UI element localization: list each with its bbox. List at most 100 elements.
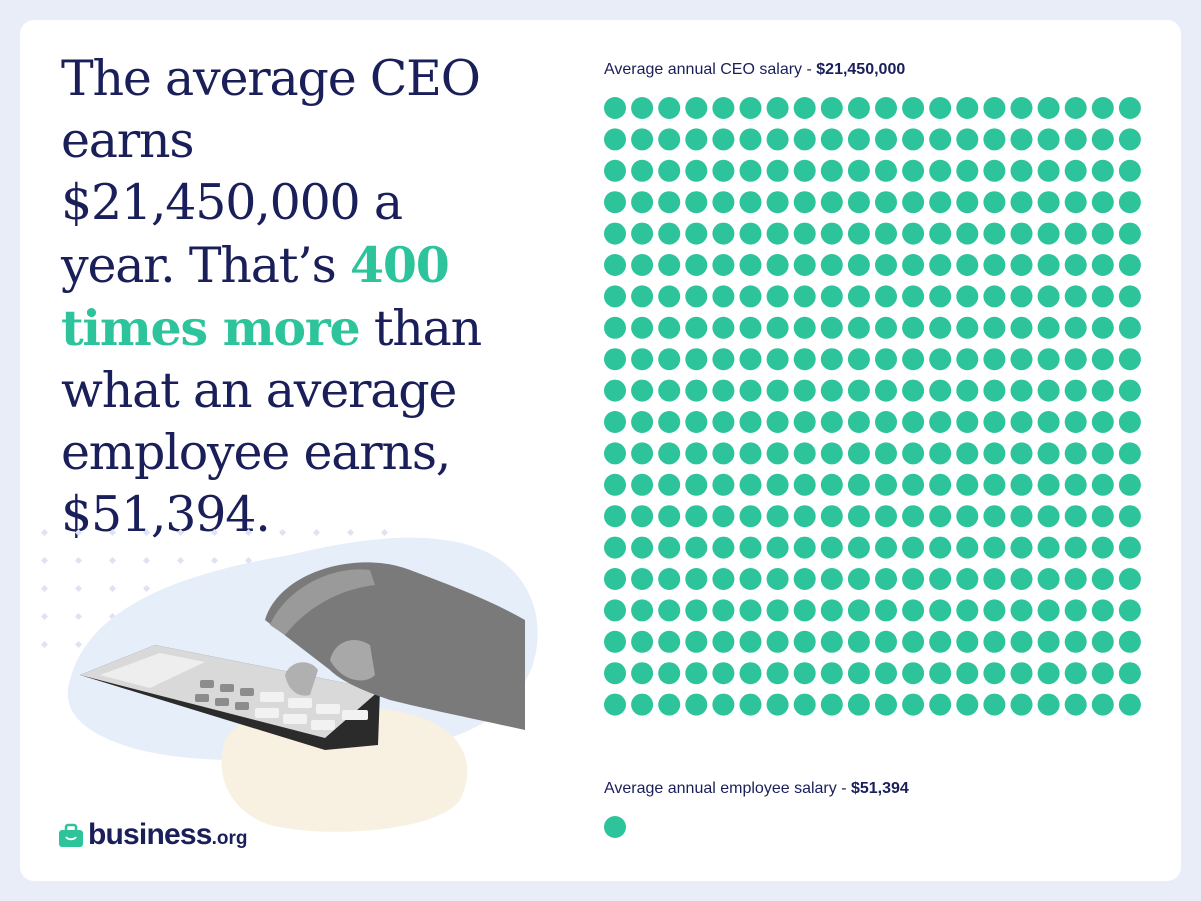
ceo-salary-dot — [712, 411, 735, 433]
ceo-salary-dot — [793, 442, 816, 465]
ceo-salary-dot — [712, 128, 735, 151]
ceo-salary-dot — [847, 599, 870, 622]
ceo-salary-dot — [1118, 222, 1141, 245]
ceo-salary-dot — [847, 473, 870, 496]
cream-blob — [221, 706, 468, 832]
ceo-salary-dot — [1091, 222, 1114, 245]
pattern-dot — [210, 528, 219, 537]
ceo-salary-dot — [983, 379, 1006, 402]
ceo-salary-dot — [983, 505, 1006, 528]
ceo-salary-dot — [631, 254, 654, 276]
ceo-salary-dot — [685, 128, 708, 151]
ceo-salary-dot — [820, 254, 843, 276]
ceo-salary-dot — [685, 316, 708, 339]
ceo-salary-dot — [739, 505, 762, 528]
ceo-salary-dot — [1118, 254, 1141, 276]
ceo-salary-dot — [658, 442, 681, 465]
ceo-salary-dot — [902, 568, 925, 590]
ceo-salary-dot — [956, 662, 979, 685]
ceo-salary-dot — [1037, 285, 1060, 308]
ceo-salary-dot — [875, 442, 897, 465]
employee-salary-dot — [604, 816, 626, 838]
ceo-salary-dot — [1118, 473, 1141, 496]
ceo-salary-dot — [1091, 159, 1114, 182]
ceo-salary-dot — [820, 662, 843, 685]
ceo-salary-dot — [1010, 662, 1033, 685]
ceo-salary-dot — [604, 379, 626, 402]
headline-highlight: 400 times more — [61, 236, 450, 357]
ceo-salary-dot — [1037, 159, 1060, 182]
ceo-salary-dot — [1064, 222, 1087, 245]
ceo-salary-dot — [793, 662, 816, 685]
ceo-salary-dot — [1037, 473, 1060, 496]
ceo-salary-dot — [1037, 222, 1060, 245]
ceo-salary-dot — [1064, 630, 1087, 653]
ceo-salary-dot — [1118, 379, 1141, 402]
ceo-salary-dot — [766, 97, 789, 119]
employee-salary-value: $51,394 — [850, 780, 909, 797]
pattern-dot — [176, 556, 185, 565]
ceo-salary-dot — [685, 254, 708, 276]
ceo-salary-dot — [1064, 473, 1087, 496]
ceo-salary-dot — [847, 536, 870, 559]
pattern-dot — [40, 528, 49, 537]
ceo-salary-dot — [1064, 411, 1087, 433]
ceo-salary-dot — [875, 159, 897, 182]
hand-icon — [265, 562, 525, 730]
ceo-salary-dot — [658, 222, 681, 245]
ceo-salary-dot — [902, 222, 925, 245]
ceo-salary-dot — [631, 97, 654, 119]
pattern-dot — [74, 612, 83, 621]
ceo-salary-dot — [1010, 316, 1033, 339]
ceo-dot-grid — [604, 97, 1141, 716]
ceo-salary-dot — [712, 599, 735, 622]
ceo-salary-dot — [604, 348, 626, 371]
ceo-salary-dot — [793, 536, 816, 559]
ceo-salary-dot — [658, 254, 681, 276]
pattern-dot — [380, 528, 389, 537]
ceo-salary-dot — [875, 97, 897, 119]
ceo-salary-dot — [902, 662, 925, 685]
ceo-salary-dot — [739, 568, 762, 590]
ceo-salary-dot — [902, 599, 925, 622]
ceo-salary-dot — [793, 254, 816, 276]
ceo-salary-dot — [631, 599, 654, 622]
ceo-salary-dot — [631, 348, 654, 371]
ceo-salary-dot — [1064, 536, 1087, 559]
ceo-salary-dot — [956, 254, 979, 276]
pattern-dot — [74, 640, 83, 649]
ceo-salary-dot — [604, 316, 626, 339]
ceo-salary-dot — [929, 159, 952, 182]
ceo-salary-dot — [875, 348, 897, 371]
ceo-salary-dot — [875, 505, 897, 528]
ceo-salary-dot — [956, 599, 979, 622]
ceo-salary-dot — [1091, 473, 1114, 496]
ceo-salary-dot — [685, 379, 708, 402]
ceo-salary-dot — [712, 536, 735, 559]
ceo-salary-dot — [793, 128, 816, 151]
pattern-dot — [74, 584, 83, 593]
pattern-dot — [108, 556, 117, 565]
ceo-salary-dot — [739, 316, 762, 339]
ceo-salary-dot — [902, 442, 925, 465]
ceo-salary-dot — [739, 379, 762, 402]
ceo-salary-dot — [1037, 693, 1060, 716]
ceo-salary-dot — [1037, 536, 1060, 559]
ceo-salary-dot — [929, 536, 952, 559]
ceo-salary-dot — [766, 473, 789, 496]
ceo-salary-dot — [875, 630, 897, 653]
ceo-salary-dot — [658, 662, 681, 685]
ceo-salary-dot — [658, 191, 681, 214]
ceo-salary-dot — [820, 316, 843, 339]
ceo-salary-dot — [847, 442, 870, 465]
ceo-salary-dot — [820, 191, 843, 214]
pattern-dot — [40, 556, 49, 565]
ceo-salary-dot — [902, 411, 925, 433]
ceo-salary-dot — [793, 630, 816, 653]
ceo-salary-dot — [875, 693, 897, 716]
employee-dot-grid — [604, 816, 626, 838]
ceo-salary-dot — [956, 222, 979, 245]
ceo-salary-dot — [766, 411, 789, 433]
ceo-salary-dot — [604, 662, 626, 685]
ceo-salary-dot — [875, 599, 897, 622]
